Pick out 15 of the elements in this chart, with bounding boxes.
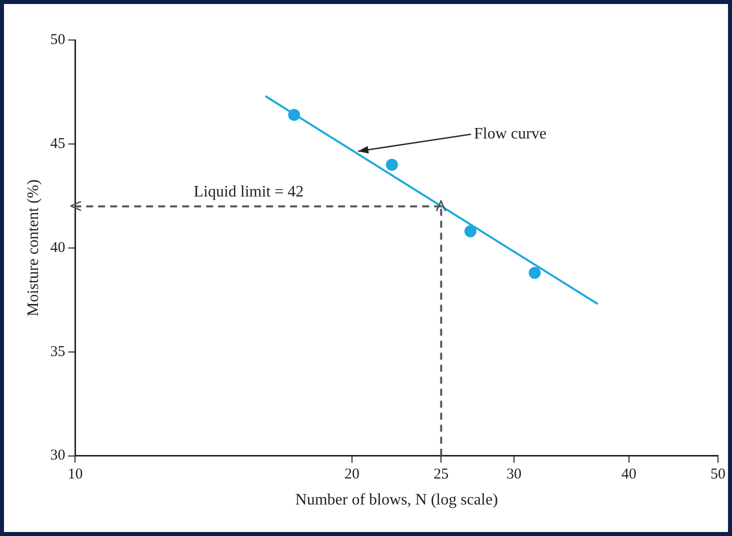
ref-line-label: Liquid limit = 42 [194,184,304,201]
x-tick-label: 50 [710,466,726,483]
x-tick-label: 20 [344,466,360,483]
x-tick-label: 30 [506,466,522,483]
y-tick-label: 30 [50,448,66,464]
x-tick-label: 40 [621,466,636,483]
x-tick-label: 10 [68,466,83,483]
annotation: Flow curve [474,125,546,142]
y-axis-title: Moisture content (%) [24,179,42,316]
y-tick-label: 45 [50,136,66,152]
x-tick-label: 25 [434,466,449,483]
y-tick-label: 35 [50,344,66,360]
y-tick-label: 50 [50,32,66,48]
y-tick-label: 40 [50,240,66,256]
x-axis-title: Number of blows, N (log scale) [295,492,498,509]
